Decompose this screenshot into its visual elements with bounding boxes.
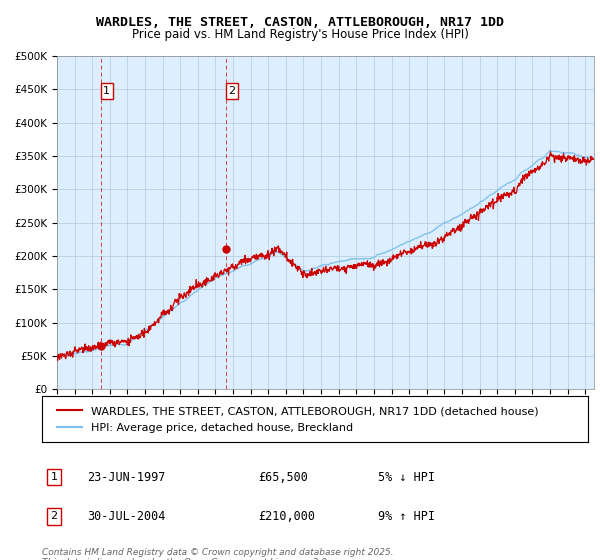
Text: Contains HM Land Registry data © Crown copyright and database right 2025.
This d: Contains HM Land Registry data © Crown c…	[42, 548, 394, 560]
Text: 5% ↓ HPI: 5% ↓ HPI	[378, 470, 435, 484]
Legend: WARDLES, THE STREET, CASTON, ATTLEBOROUGH, NR17 1DD (detached house), HPI: Avera: WARDLES, THE STREET, CASTON, ATTLEBOROUG…	[53, 402, 543, 437]
Text: 1: 1	[50, 472, 58, 482]
Text: 2: 2	[229, 86, 235, 96]
Text: £65,500: £65,500	[258, 470, 308, 484]
Point	[96, 341, 106, 350]
Text: 9% ↑ HPI: 9% ↑ HPI	[378, 510, 435, 523]
Text: £210,000: £210,000	[258, 510, 315, 523]
Text: 2: 2	[50, 511, 58, 521]
Text: 23-JUN-1997: 23-JUN-1997	[87, 470, 166, 484]
Text: 1: 1	[103, 86, 110, 96]
Point	[221, 245, 230, 254]
Text: 30-JUL-2004: 30-JUL-2004	[87, 510, 166, 523]
Text: Price paid vs. HM Land Registry's House Price Index (HPI): Price paid vs. HM Land Registry's House …	[131, 28, 469, 41]
Text: WARDLES, THE STREET, CASTON, ATTLEBOROUGH, NR17 1DD: WARDLES, THE STREET, CASTON, ATTLEBOROUG…	[96, 16, 504, 29]
